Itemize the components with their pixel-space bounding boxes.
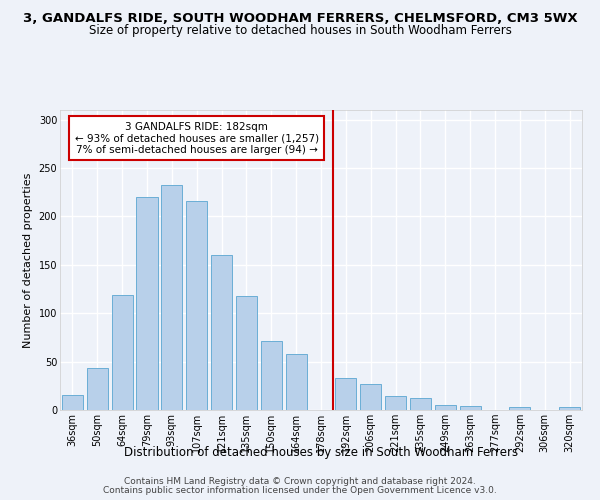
Text: 3 GANDALFS RIDE: 182sqm
← 93% of detached houses are smaller (1,257)
7% of semi-: 3 GANDALFS RIDE: 182sqm ← 93% of detache… xyxy=(74,122,319,155)
Bar xyxy=(62,396,83,410)
Bar xyxy=(509,407,530,410)
Bar xyxy=(161,184,182,410)
Y-axis label: Number of detached properties: Number of detached properties xyxy=(23,172,33,348)
Bar xyxy=(385,396,406,410)
Bar xyxy=(335,378,356,410)
Text: 3, GANDALFS RIDE, SOUTH WOODHAM FERRERS, CHELMSFORD, CM3 5WX: 3, GANDALFS RIDE, SOUTH WOODHAM FERRERS,… xyxy=(23,12,577,26)
Bar xyxy=(136,197,158,410)
Bar xyxy=(236,296,257,410)
Text: Contains public sector information licensed under the Open Government Licence v3: Contains public sector information licen… xyxy=(103,486,497,495)
Bar xyxy=(435,405,456,410)
Text: Distribution of detached houses by size in South Woodham Ferrers: Distribution of detached houses by size … xyxy=(124,446,518,459)
Bar xyxy=(87,368,108,410)
Bar xyxy=(460,406,481,410)
Text: Size of property relative to detached houses in South Woodham Ferrers: Size of property relative to detached ho… xyxy=(89,24,511,37)
Text: Contains HM Land Registry data © Crown copyright and database right 2024.: Contains HM Land Registry data © Crown c… xyxy=(124,477,476,486)
Bar xyxy=(261,342,282,410)
Bar xyxy=(286,354,307,410)
Bar xyxy=(186,201,207,410)
Bar xyxy=(559,407,580,410)
Bar xyxy=(360,384,381,410)
Bar xyxy=(211,255,232,410)
Bar xyxy=(410,398,431,410)
Bar xyxy=(112,295,133,410)
